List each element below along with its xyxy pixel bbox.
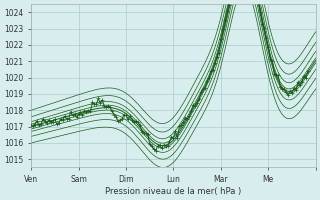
X-axis label: Pression niveau de la mer( hPa ): Pression niveau de la mer( hPa ) bbox=[105, 187, 242, 196]
